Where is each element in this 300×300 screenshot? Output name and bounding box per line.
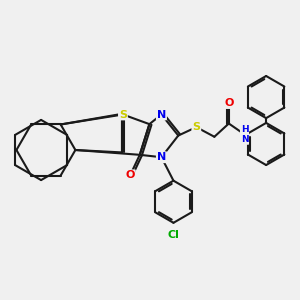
Text: N: N	[157, 110, 166, 119]
Text: H
N: H N	[241, 125, 248, 144]
Text: O: O	[125, 170, 135, 180]
Text: N: N	[157, 152, 166, 162]
Text: S: S	[192, 122, 200, 132]
Text: O: O	[224, 98, 233, 108]
Text: S: S	[119, 110, 127, 119]
Text: Cl: Cl	[167, 230, 179, 240]
